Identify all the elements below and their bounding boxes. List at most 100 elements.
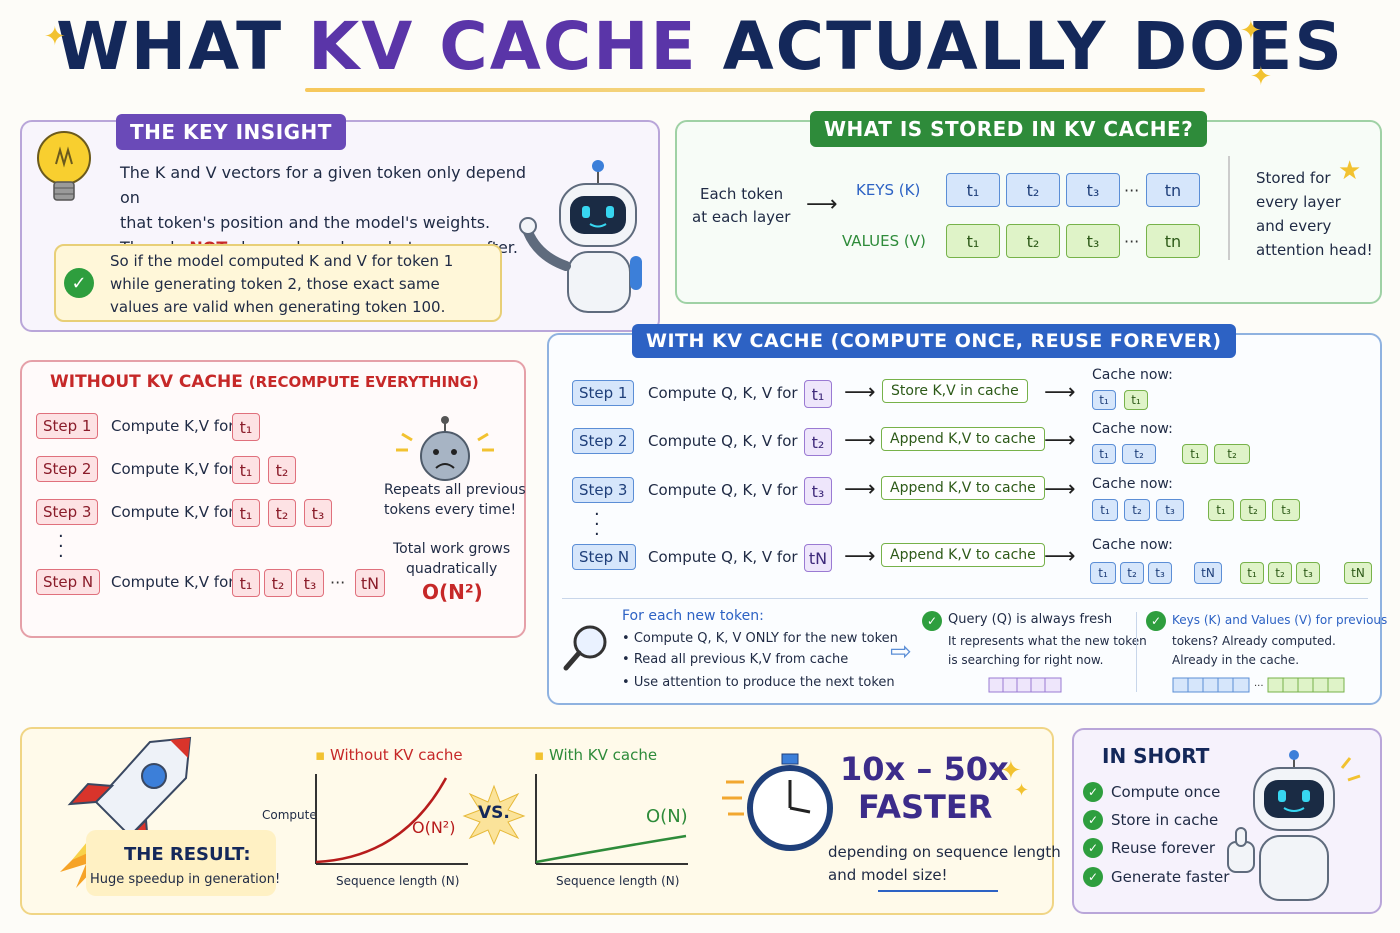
- token: t₂: [264, 569, 292, 597]
- for-each-label: For each new token:: [622, 608, 764, 624]
- kv-vector-icon: ···: [1172, 677, 1345, 693]
- repeats-text: tokens every time!: [384, 502, 517, 518]
- complexity-label: O(N²): [422, 580, 483, 604]
- token: t₁: [232, 569, 260, 597]
- query-vector-icon: [988, 677, 1062, 693]
- summary-item: Store in cache: [1111, 811, 1219, 829]
- check-icon: ✓: [1083, 867, 1103, 887]
- query-title: Query (Q) is always fresh: [948, 612, 1113, 627]
- step-label: Step 3: [36, 499, 99, 525]
- arrow-icon: ⟶: [1044, 477, 1076, 502]
- ellipsis: ···: [330, 573, 346, 592]
- summary-item: Generate faster: [1111, 868, 1230, 886]
- sparkle-icon: ✦: [1014, 780, 1030, 801]
- chart-without-title: ▪ Without KV cache: [315, 746, 463, 764]
- lightbulb-icon: [37, 131, 91, 201]
- compute-label: Compute Q, K, V for: [648, 481, 798, 499]
- cache-key-token: t₃: [1156, 499, 1184, 521]
- page-title: WHAT KV CACHE ACTUALLY DOES: [56, 8, 1344, 85]
- stored-panel: [675, 120, 1382, 304]
- linear-chart: [535, 774, 688, 865]
- stored-note: Stored for every layer and every attenti…: [1256, 166, 1373, 262]
- sparkle-icon: ✦: [1250, 62, 1272, 92]
- sparkle-icon: ✦: [1000, 756, 1022, 786]
- stored-tag: WHAT IS STORED IN KV CACHE?: [810, 111, 1208, 147]
- cache-key-token: t₁: [1092, 390, 1116, 410]
- speedup-note: depending on sequence length: [828, 843, 1061, 861]
- token: t₁: [804, 380, 832, 408]
- bullet: • Read all previous K,V from cache: [622, 652, 849, 667]
- arrow-icon: ⟶: [1044, 380, 1076, 405]
- token: t₃: [296, 569, 324, 597]
- key-token: t₂: [1006, 173, 1060, 207]
- speedup-label: FASTER: [858, 788, 993, 826]
- step-label: Step 2: [36, 456, 99, 482]
- arrow-icon: ⟶: [844, 428, 876, 453]
- token: t₃: [304, 499, 332, 527]
- token: t₂: [268, 499, 296, 527]
- underline-decoration: [878, 890, 998, 892]
- cache-key-token: t₁: [1092, 444, 1116, 464]
- with-cache-tag: WITH KV CACHE (COMPUTE ONCE, REUSE FOREV…: [632, 324, 1236, 358]
- sparkle-icon: ✦: [1240, 16, 1262, 46]
- compute-label: Compute K,V for: [111, 573, 235, 591]
- summary-item: Reuse forever: [1111, 839, 1216, 857]
- result-sub: Huge speedup in generation!: [90, 872, 281, 887]
- result-label: THE RESULT:: [124, 844, 251, 865]
- cache-value-token: t₂: [1214, 444, 1250, 464]
- value-token: t₂: [1006, 224, 1060, 258]
- each-layer-label: at each layer: [692, 208, 791, 226]
- arrow-icon: ⟶: [844, 544, 876, 569]
- cache-key-token: t₂: [1124, 499, 1150, 521]
- ellipsis: ···: [1124, 232, 1140, 251]
- callout-line: while generating token 2, those exact sa…: [110, 275, 440, 293]
- note-line: and every: [1256, 217, 1332, 235]
- cache-key-token: t₂: [1122, 444, 1156, 464]
- star-icon: ★: [1338, 156, 1362, 186]
- vertical-ellipsis: · · ·: [594, 504, 600, 545]
- chart-with-title: ▪ With KV cache: [534, 746, 658, 764]
- cache-value-token: t₁: [1182, 444, 1208, 464]
- bullet: • Compute Q, K, V ONLY for the new token: [622, 631, 898, 646]
- x-axis-label: Sequence length (N): [556, 874, 680, 888]
- ellipsis: ···: [1124, 181, 1140, 200]
- key-insight-line: that token's position and the model's we…: [120, 213, 491, 232]
- stopwatch-icon: [722, 753, 833, 851]
- cache-action: Store K,V in cache: [882, 379, 1028, 403]
- query-text: It represents what the new token: [948, 634, 1147, 648]
- repeats-text: Repeats all previous: [384, 482, 526, 498]
- sparkle-icon: ✦: [44, 22, 66, 52]
- step-label: Step 1: [36, 413, 99, 439]
- step-label: Step N: [572, 544, 637, 570]
- check-icon: ✓: [64, 268, 94, 298]
- cache-value-token: t₂: [1240, 499, 1266, 521]
- check-icon: ✓: [1083, 782, 1103, 802]
- without-title: WITHOUT KV CACHE (RECOMPUTE EVERYTHING): [50, 372, 479, 392]
- x-axis-label: Sequence length (N): [336, 874, 460, 888]
- divider: [562, 598, 1368, 599]
- in-short-panel: [1072, 728, 1382, 914]
- vs-label: VS.: [478, 803, 510, 823]
- total-work-text: Total work grows: [393, 541, 511, 557]
- callout-line: values are valid when generating token 1…: [110, 298, 446, 316]
- token: t₁: [232, 413, 260, 441]
- speedup-value: 10x – 50x: [840, 750, 1009, 788]
- step-label: Step N: [36, 569, 101, 595]
- token: t₁: [232, 456, 260, 484]
- arrow-icon: ⟶: [806, 192, 838, 217]
- cache-value-token: t₁: [1124, 390, 1148, 410]
- arrow-icon: ⟶: [1044, 544, 1076, 569]
- check-icon: ✓: [1083, 838, 1103, 858]
- step-label: Step 3: [572, 477, 635, 503]
- cache-now-label: Cache now:: [1092, 421, 1173, 437]
- cache-action: Append K,V to cache: [881, 476, 1045, 500]
- cache-now-label: Cache now:: [1092, 367, 1173, 383]
- in-short-title: IN SHORT: [1102, 744, 1210, 768]
- cache-now-label: Cache now:: [1092, 476, 1173, 492]
- check-icon: ✓: [922, 611, 942, 631]
- check-icon: ✓: [1146, 611, 1166, 631]
- token: tN: [804, 544, 832, 572]
- speedup-note: and model size!: [828, 866, 948, 884]
- note-line: attention head!: [1256, 241, 1373, 259]
- arrow-right-icon: ⇨: [890, 637, 912, 667]
